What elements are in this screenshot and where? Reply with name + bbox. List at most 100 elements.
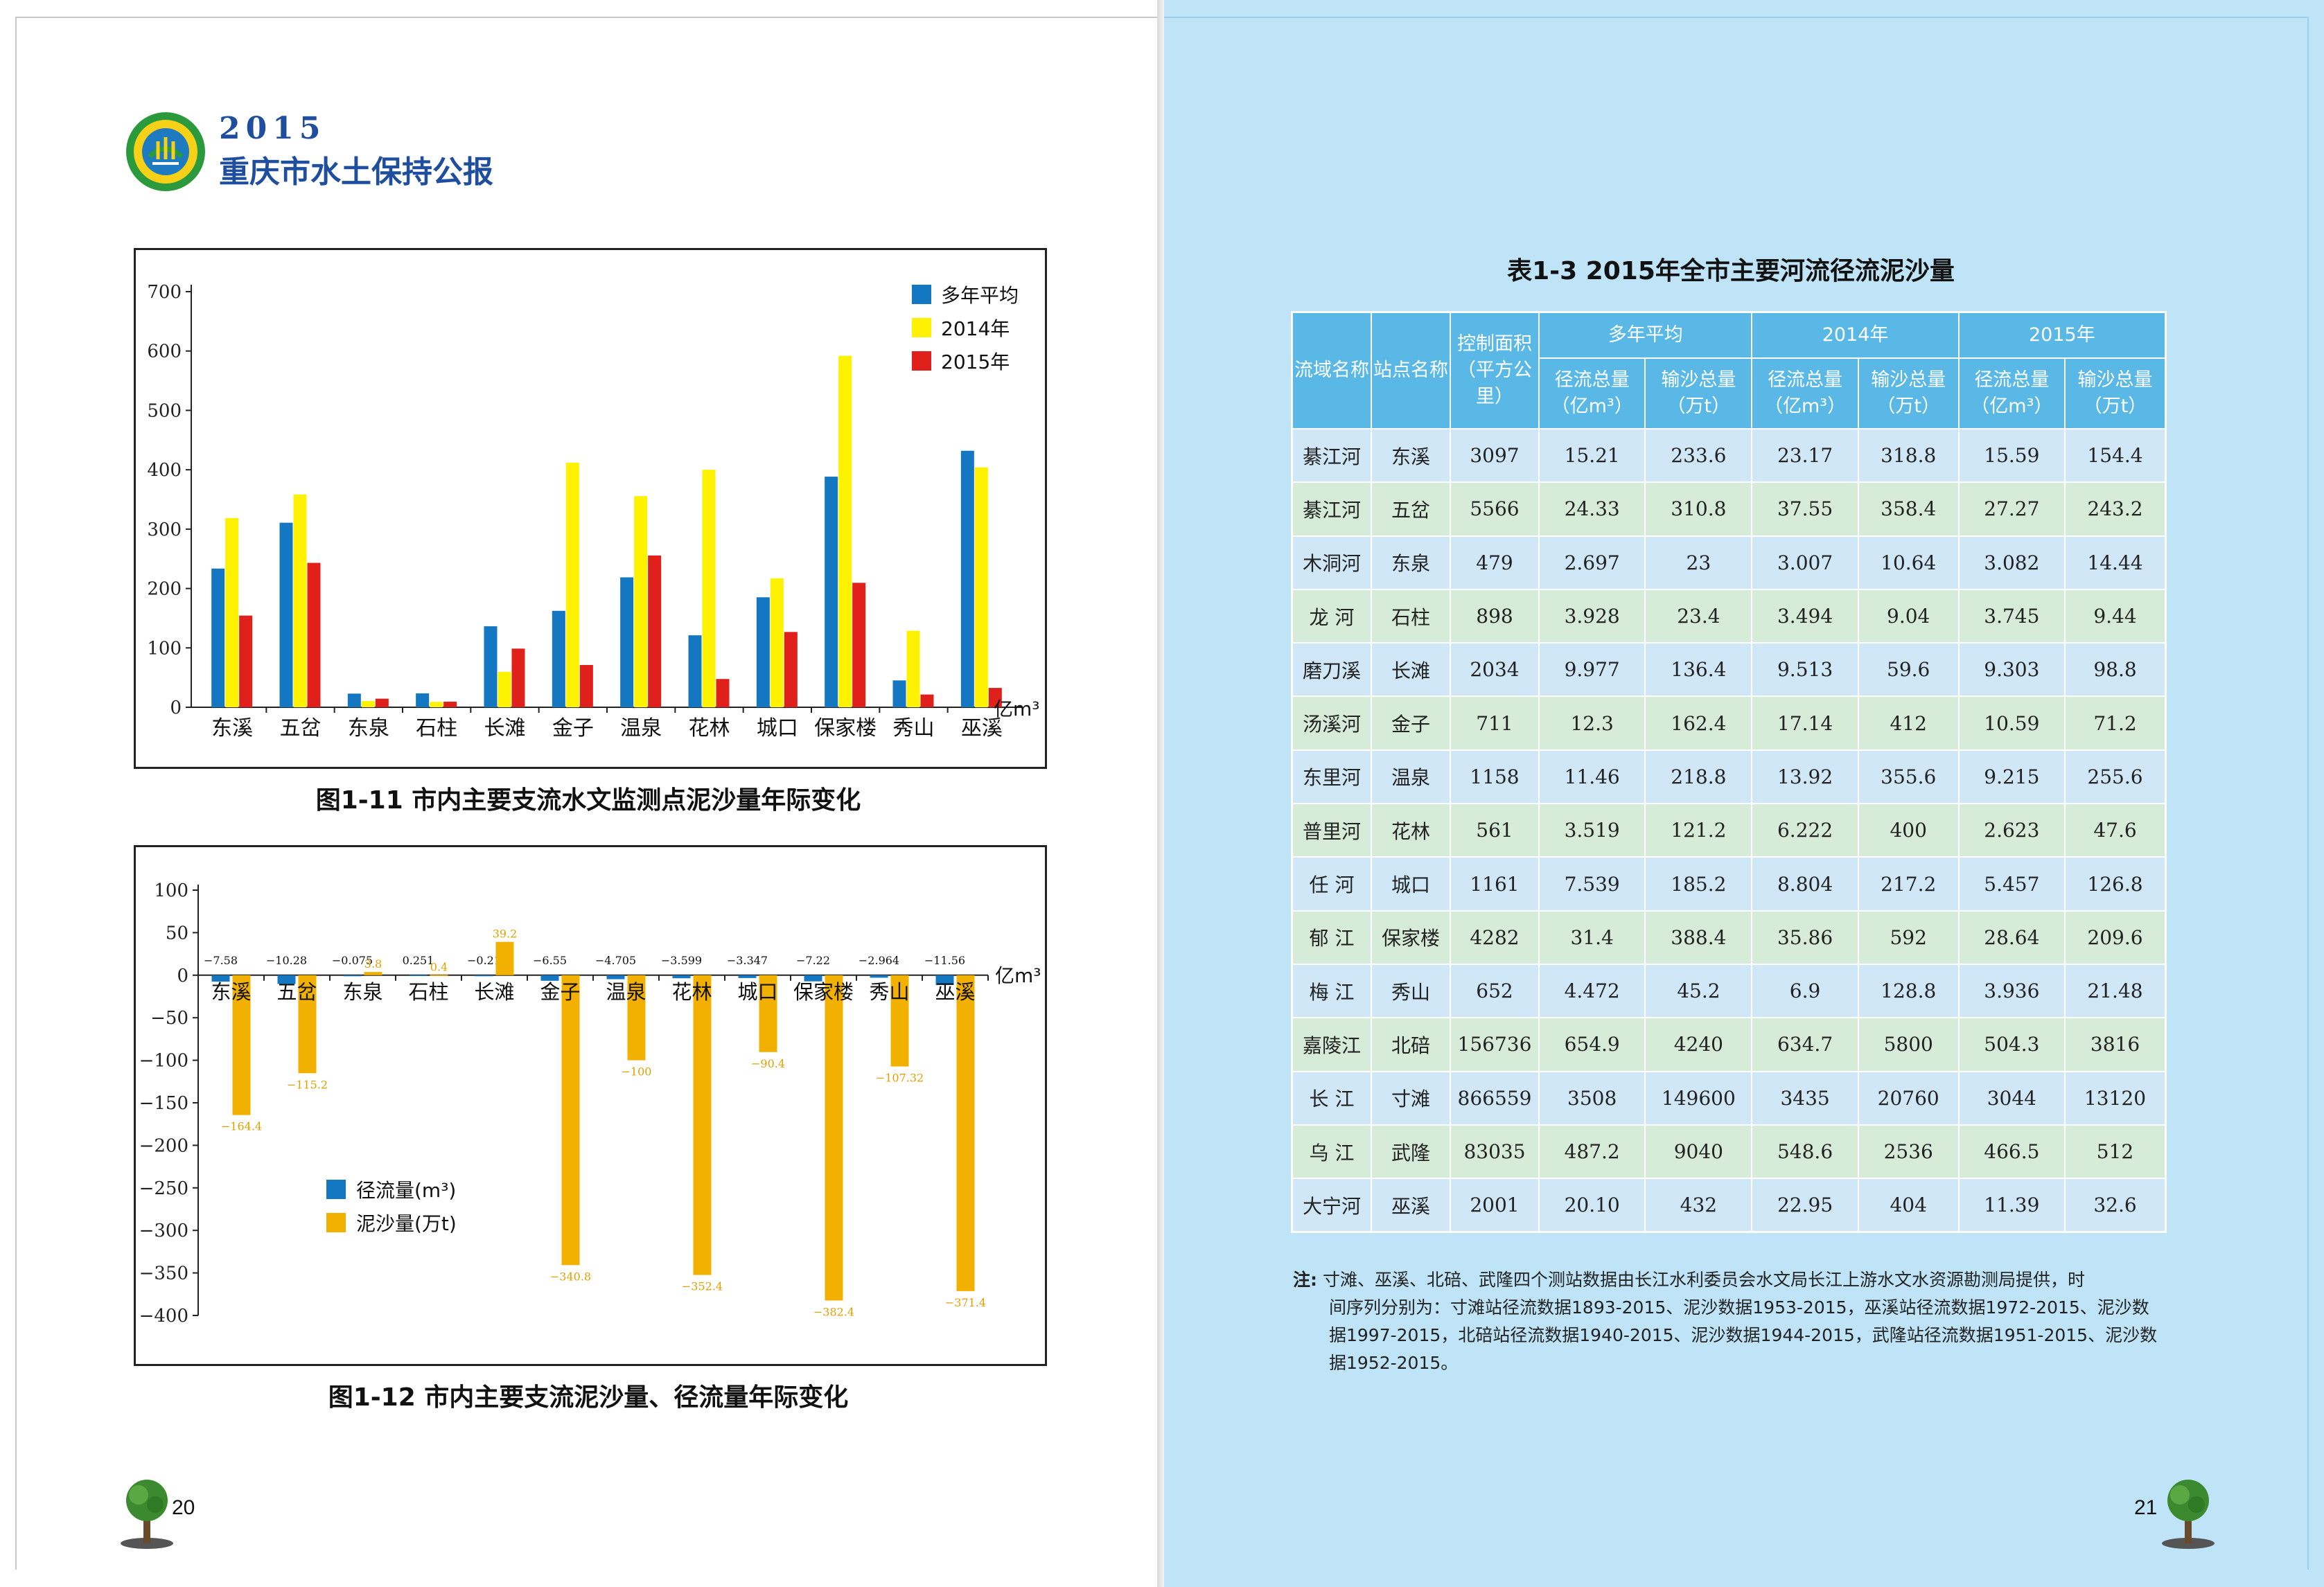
table-row: 龙 河石柱 898 3.928 23.4 3.494 9.04 3.745 9.44 bbox=[1291, 588, 2167, 644]
table-cell-name: 五岔 bbox=[1371, 481, 1451, 537]
page-number-left: 20 bbox=[172, 1496, 195, 1519]
table-row: 梅 江秀山 652 4.472 45.2 6.9 128.8 3.936 21.48 bbox=[1291, 963, 2167, 1019]
table-cell-value: 17.14 bbox=[1751, 695, 1859, 751]
table-cell-name: 金子 bbox=[1371, 695, 1451, 751]
bar bbox=[606, 975, 625, 979]
bar bbox=[852, 583, 866, 707]
table-cell-name: 东泉 bbox=[1371, 535, 1451, 590]
table-cell-value: 35.86 bbox=[1751, 910, 1859, 965]
y-tick-label: 100 bbox=[154, 880, 188, 901]
data-label: −3.347 bbox=[727, 954, 768, 967]
bar bbox=[920, 694, 934, 707]
y-tick-label: 400 bbox=[147, 460, 182, 481]
table-cell-value: 654.9 bbox=[1538, 1017, 1646, 1072]
legend-label: 径流量(m³) bbox=[356, 1179, 456, 1202]
data-label: −107.32 bbox=[876, 1072, 924, 1085]
data-label: 3.8 bbox=[364, 957, 382, 970]
note-line: 间序列分别为：寸滩站径流数据1893-2015、泥沙数据1953-2015，巫溪… bbox=[1329, 1297, 2149, 1318]
table-cell-value: 6.222 bbox=[1751, 803, 1859, 858]
subheader-runoff: 径流总量（亿m³） bbox=[1538, 357, 1646, 429]
figure1-caption: 图1-11 市内主要支流水文监测点泥沙量年际变化 bbox=[315, 786, 861, 815]
table-cell-name: 温泉 bbox=[1371, 749, 1451, 805]
bar bbox=[343, 975, 362, 977]
bar bbox=[239, 615, 253, 707]
table-cell-name: 汤溪河 bbox=[1291, 695, 1372, 751]
table-cell-value: 217.2 bbox=[1857, 856, 1960, 912]
bar bbox=[430, 975, 448, 976]
table-cell-value: 22.95 bbox=[1751, 1178, 1859, 1233]
x-tick-label: 温泉 bbox=[606, 980, 646, 1004]
data-label: −115.2 bbox=[287, 1078, 328, 1091]
note-line: 寸滩、巫溪、北碚、武隆四个测站数据由长江水利委员会水文局长江上游水文水资源勘测局… bbox=[1322, 1270, 2085, 1290]
table-cell-value: 512 bbox=[2064, 1124, 2167, 1180]
x-tick-label: 保家楼 bbox=[814, 716, 877, 741]
table-cell-value: 2034 bbox=[1450, 642, 1540, 698]
table-cell-value: 3044 bbox=[1957, 1070, 2066, 1126]
y-tick-label: −100 bbox=[139, 1051, 188, 1072]
data-label: −382.4 bbox=[813, 1305, 854, 1318]
bar bbox=[298, 975, 317, 1074]
bar bbox=[416, 693, 430, 707]
y-tick-label: 0 bbox=[177, 966, 188, 986]
table-cell-value: 32.6 bbox=[2064, 1178, 2167, 1233]
table-cell-value: 355.6 bbox=[1857, 749, 1960, 805]
bar bbox=[361, 700, 375, 707]
table-cell-value: 9.303 bbox=[1957, 642, 2066, 698]
subheader-runoff: 径流总量（亿m³） bbox=[1957, 357, 2066, 429]
table-cell-value: 592 bbox=[1857, 910, 1960, 965]
unit-label: 亿m³ bbox=[994, 698, 1040, 720]
table-cell-value: 9.44 bbox=[2064, 588, 2167, 644]
x-tick-label: 东溪 bbox=[211, 980, 251, 1004]
bar bbox=[307, 562, 321, 707]
header-multi-year-average: 多年平均 bbox=[1538, 311, 1753, 359]
data-label: −3.599 bbox=[661, 954, 702, 967]
table-note: 注: 寸滩、巫溪、北碚、武隆四个测站数据由长江水利委员会水文局长江上游水文水资源… bbox=[1293, 1266, 2167, 1377]
table-cell-value: 83035 bbox=[1450, 1124, 1540, 1180]
data-label: 39.2 bbox=[493, 928, 518, 941]
book-spine bbox=[1157, 0, 1164, 1587]
bar bbox=[974, 467, 988, 707]
data-label: −2.964 bbox=[859, 954, 899, 967]
bar bbox=[430, 702, 443, 707]
table-cell-value: 5800 bbox=[1857, 1017, 1960, 1072]
report-year: 2015 bbox=[219, 111, 326, 146]
bar bbox=[770, 578, 784, 707]
bar bbox=[475, 975, 493, 977]
bar bbox=[870, 975, 888, 978]
data-label: −6.55 bbox=[533, 954, 567, 967]
table-cell-name: 龙 河 bbox=[1291, 588, 1372, 644]
bar bbox=[825, 477, 838, 707]
soil-conservation-logo-icon bbox=[126, 112, 205, 191]
table-cell-value: 121.2 bbox=[1644, 803, 1753, 858]
table-cell-value: 3508 bbox=[1538, 1070, 1646, 1126]
table-cell-value: 11.39 bbox=[1957, 1178, 2066, 1233]
table-cell-value: 136.4 bbox=[1644, 642, 1753, 698]
table-cell-value: 3816 bbox=[2064, 1017, 2167, 1072]
table-row: 郁 江保家楼 4282 31.4 388.4 35.86 592 28.64 209.6 bbox=[1291, 910, 2167, 965]
table-cell-value: 1158 bbox=[1450, 749, 1540, 805]
table-cell-value: 5566 bbox=[1450, 481, 1540, 537]
subheader-sediment: 输沙总量（万t） bbox=[1857, 357, 1960, 429]
data-label: −340.8 bbox=[550, 1270, 591, 1283]
report-title: 重庆市水土保持公报 bbox=[219, 154, 493, 190]
x-tick-label: 城口 bbox=[737, 980, 777, 1004]
bar bbox=[648, 555, 662, 707]
bar bbox=[561, 975, 580, 1266]
note-line: 据1997-2015，北碚站径流数据1940-2015、泥沙数据1944-201… bbox=[1329, 1325, 2158, 1345]
tree-icon bbox=[2162, 1480, 2215, 1549]
y-tick-label: 200 bbox=[147, 579, 182, 600]
table-cell-value: 47.6 bbox=[2064, 803, 2167, 858]
x-tick-label: 长滩 bbox=[484, 716, 526, 741]
x-tick-label: 石柱 bbox=[416, 716, 457, 741]
table-cell-value: 15.59 bbox=[1957, 427, 2066, 484]
data-label: −11.56 bbox=[924, 954, 965, 967]
table-cell-value: 12.3 bbox=[1538, 695, 1646, 751]
river-runoff-sediment-table: 流域名称 站点名称 控制面积（平方公里） 多年平均 2014年 2015年 径流… bbox=[1291, 311, 2167, 1234]
x-tick-label: 东泉 bbox=[348, 716, 389, 741]
table-row: 磨刀溪 长滩 2034 9.977 136.4 9.513 59.6 9.303 98.8 bbox=[1291, 642, 2167, 698]
table-cell-value: 4240 bbox=[1644, 1017, 1753, 1072]
note-label: 注: bbox=[1293, 1270, 1317, 1290]
bar bbox=[211, 975, 230, 982]
table-cell-value: 28.64 bbox=[1957, 910, 2066, 965]
legend-label: 2015年 bbox=[941, 351, 1010, 373]
